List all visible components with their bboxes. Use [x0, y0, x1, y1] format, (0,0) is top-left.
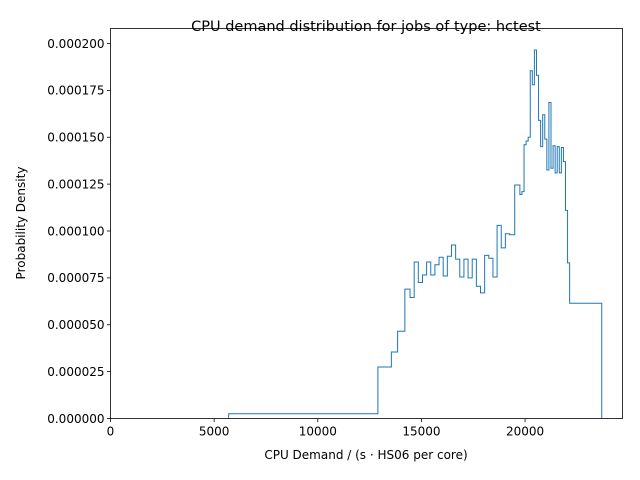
- y-tick-label: 0.000075: [47, 271, 104, 285]
- plot-area: [228, 49, 603, 419]
- y-tick-label: 0.000150: [47, 131, 104, 145]
- y-axis: 0.000000 0.000025 0.000050 0.000075 0.000100…: [47, 37, 111, 426]
- y-tick-label: 0.000025: [47, 365, 104, 379]
- plot-frame: [110, 28, 623, 419]
- chart-title: CPU demand distribution for jobs of type…: [191, 19, 541, 35]
- x-axis: 0 5000 10000 15000 20000: [107, 418, 544, 439]
- histogram-step-line: [228, 49, 603, 419]
- y-tick-label: 0.000200: [47, 37, 104, 51]
- x-tick-label: 15000: [402, 425, 440, 439]
- y-tick-label: 0.000125: [47, 177, 104, 191]
- y-axis-title: Probability Density: [14, 167, 28, 280]
- x-axis-title: CPU Demand / (s · HS06 per core): [264, 448, 467, 462]
- x-tick-label: 20000: [506, 425, 544, 439]
- y-tick-label: 0.000175: [47, 84, 104, 98]
- y-tick-label: 0.000000: [47, 412, 104, 426]
- y-tick-label: 0.000050: [47, 318, 104, 332]
- y-tick-label: 0.000100: [47, 224, 104, 238]
- x-tick-label: 0: [107, 425, 115, 439]
- x-tick-label: 10000: [299, 425, 337, 439]
- x-tick-label: 5000: [199, 425, 230, 439]
